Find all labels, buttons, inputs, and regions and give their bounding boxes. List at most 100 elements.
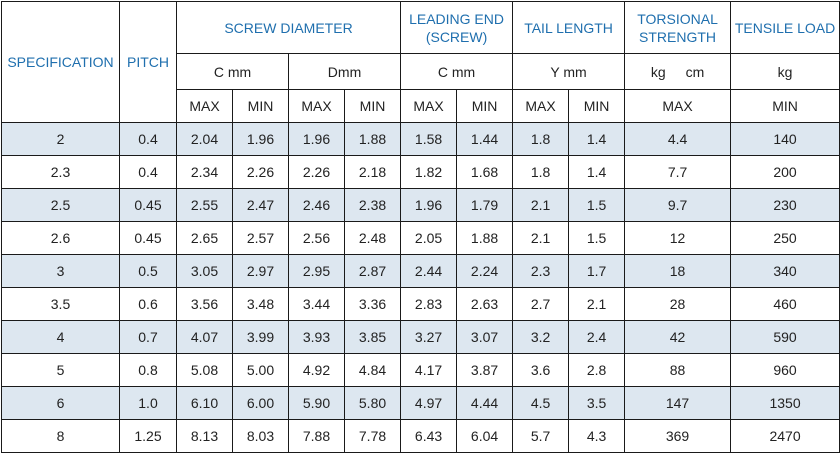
cell-pitch: 0.5 xyxy=(119,254,177,288)
cell-tensile: 960 xyxy=(730,353,840,387)
cell-c-max: 5.08 xyxy=(176,353,233,387)
cell-torsional: 7.7 xyxy=(624,155,732,189)
limit-tail-max: MAX xyxy=(512,89,570,123)
header-leading-end: LEADING END (SCREW) xyxy=(400,1,514,54)
cell-leading-min: 1.68 xyxy=(456,155,514,189)
cell-tensile: 140 xyxy=(730,122,840,156)
cell-leading-max: 3.27 xyxy=(400,320,458,354)
cell-spec: 2.3 xyxy=(1,155,120,189)
header-tail-length: TAIL LENGTH xyxy=(512,1,626,54)
cell-leading-min: 6.04 xyxy=(456,419,514,453)
cell-pitch: 0.4 xyxy=(119,122,177,156)
cell-tail-max: 2.1 xyxy=(512,221,570,255)
cell-c-min: 2.97 xyxy=(232,254,289,288)
cell-tensile: 460 xyxy=(730,287,840,321)
cell-d-max: 1.96 xyxy=(288,122,345,156)
cell-c-min: 3.99 xyxy=(232,320,289,354)
cell-pitch: 0.8 xyxy=(119,353,177,387)
cell-d-min: 5.80 xyxy=(343,386,402,420)
cell-pitch: 0.4 xyxy=(119,155,177,189)
cell-leading-max: 1.58 xyxy=(400,122,458,156)
cell-c-max: 2.65 xyxy=(176,221,233,255)
unit-torsional-cm: cm xyxy=(685,63,705,80)
cell-d-min: 3.36 xyxy=(343,287,402,321)
cell-leading-max: 2.83 xyxy=(400,287,458,321)
cell-leading-max: 2.44 xyxy=(400,254,458,288)
table-row: 2 0.4 2.04 1.96 1.96 1.88 1.58 1.44 1.8 1.4 4.4 140 xyxy=(1,122,840,156)
cell-leading-max: 4.97 xyxy=(400,386,458,420)
unit-screw-d: Dmm xyxy=(287,53,402,90)
cell-tail-max: 3.2 xyxy=(512,320,570,354)
cell-tail-max: 1.8 xyxy=(512,155,570,189)
cell-d-max: 4.92 xyxy=(288,353,345,387)
cell-c-max: 2.04 xyxy=(176,122,233,156)
cell-c-min: 1.96 xyxy=(232,122,289,156)
cell-d-max: 2.56 xyxy=(288,221,345,255)
cell-spec: 3 xyxy=(1,254,120,288)
table-row: 3 0.5 3.05 2.97 2.95 2.87 2.44 2.24 2.3 1.7 18 340 xyxy=(1,254,840,288)
cell-pitch: 0.7 xyxy=(119,320,177,354)
cell-torsional: 147 xyxy=(624,386,732,420)
unit-torsional: kg cm xyxy=(624,53,732,90)
cell-torsional: 28 xyxy=(624,287,732,321)
cell-c-max: 4.07 xyxy=(176,320,233,354)
table-row: 2.3 0.4 2.34 2.26 2.26 2.18 1.82 1.68 1.8 1.4 7.7 2… xyxy=(1,155,840,189)
table-row: 6 1.0 6.10 6.00 5.90 5.80 4.97 4.44 4.5 3.5 147 135… xyxy=(1,386,840,420)
cell-leading-min: 3.87 xyxy=(456,353,514,387)
cell-tail-min: 3.5 xyxy=(568,386,626,420)
cell-torsional: 369 xyxy=(624,419,732,453)
cell-tail-max: 2.1 xyxy=(512,188,570,222)
unit-screw-c: C mm xyxy=(176,53,289,90)
cell-spec: 4 xyxy=(1,320,120,354)
cell-spec: 5 xyxy=(1,353,120,387)
table-row: 5 0.8 5.08 5.00 4.92 4.84 4.17 3.87 3.6 2.8 88 960 xyxy=(1,353,840,387)
cell-torsional: 18 xyxy=(624,254,732,288)
cell-spec: 2.5 xyxy=(1,188,120,222)
cell-tail-max: 2.7 xyxy=(512,287,570,321)
cell-tensile: 250 xyxy=(730,221,840,255)
header-row-titles: SPECIFICATION PITCH SCREW DIAMETER LEADI… xyxy=(1,1,840,123)
cell-d-max: 2.46 xyxy=(288,188,345,222)
table-body: 2 0.4 2.04 1.96 1.96 1.88 1.58 1.44 1.8 1.4 4.4 140… xyxy=(1,122,840,453)
header-pitch: PITCH xyxy=(119,1,177,123)
cell-d-max: 5.90 xyxy=(288,386,345,420)
cell-tail-max: 3.6 xyxy=(512,353,570,387)
cell-torsional: 42 xyxy=(624,320,732,354)
cell-pitch: 1.25 xyxy=(119,419,177,453)
cell-d-min: 2.18 xyxy=(343,155,402,189)
limit-screw-d-min: MIN xyxy=(343,89,402,123)
cell-c-min: 2.26 xyxy=(232,155,289,189)
cell-tail-min: 1.4 xyxy=(568,122,626,156)
header-screw-diameter: SCREW DIAMETER xyxy=(175,1,402,54)
limit-torsional-max: MAX xyxy=(624,89,732,123)
cell-leading-min: 4.44 xyxy=(456,386,514,420)
cell-c-min: 2.47 xyxy=(232,188,289,222)
unit-tensile-kg: kg xyxy=(730,53,840,90)
cell-spec: 8 xyxy=(1,419,120,453)
cell-leading-max: 2.05 xyxy=(400,221,458,255)
cell-tail-min: 1.5 xyxy=(568,188,626,222)
table-row: 8 1.25 8.13 8.03 7.88 7.78 6.43 6.04 5.7 4.3 369 24… xyxy=(1,419,840,453)
header-row-units: C mm Dmm C mm Y mm kg cm kg xyxy=(2,53,840,90)
cell-tail-max: 1.8 xyxy=(512,122,570,156)
cell-tensile: 2470 xyxy=(730,419,840,453)
cell-tail-min: 2.4 xyxy=(568,320,626,354)
cell-c-min: 6.00 xyxy=(232,386,289,420)
cell-tensile: 200 xyxy=(730,155,840,189)
cell-d-min: 7.78 xyxy=(343,419,402,453)
cell-torsional: 4.4 xyxy=(624,122,732,156)
header-tensile-load: TENSILE LOAD xyxy=(730,1,840,54)
cell-leading-min: 1.88 xyxy=(456,221,514,255)
table-header: SPECIFICATION PITCH SCREW DIAMETER LEADI… xyxy=(1,1,840,123)
table-row: 4 0.7 4.07 3.99 3.93 3.85 3.27 3.07 3.2 2.4 42 590 xyxy=(1,320,840,354)
cell-pitch: 1.0 xyxy=(119,386,177,420)
unit-tail-y: Y mm xyxy=(512,53,626,90)
cell-leading-min: 1.79 xyxy=(456,188,514,222)
cell-d-min: 3.85 xyxy=(343,320,402,354)
cell-d-max: 7.88 xyxy=(288,419,345,453)
cell-pitch: 0.45 xyxy=(119,221,177,255)
cell-d-max: 3.93 xyxy=(288,320,345,354)
cell-c-min: 2.57 xyxy=(232,221,289,255)
cell-torsional: 12 xyxy=(624,221,732,255)
cell-tail-max: 5.7 xyxy=(512,419,570,453)
